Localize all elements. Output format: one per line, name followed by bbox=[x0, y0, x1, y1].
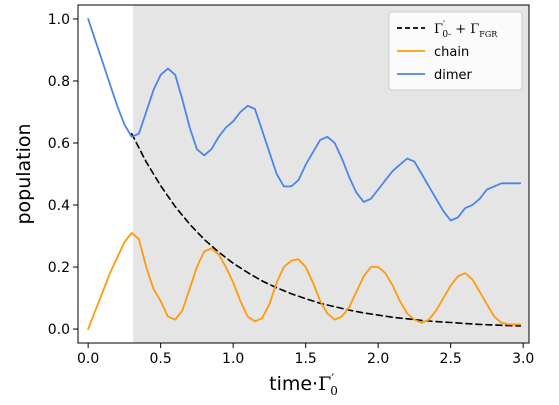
legend-label-dimer: dimer bbox=[434, 68, 473, 83]
legend-label-fit: Γ′ 0- + ΓFGR bbox=[434, 20, 498, 40]
series-fit-line bbox=[130, 132, 522, 327]
x-tick-label: 3.0 bbox=[512, 351, 534, 367]
x-axis-label-prefix: time· bbox=[269, 373, 318, 395]
legend: Γ′ 0- + ΓFGR chain dimer bbox=[388, 11, 523, 91]
legend-box bbox=[388, 11, 523, 91]
legend-fit-plus: + bbox=[451, 22, 470, 37]
x-tick-label: 2.0 bbox=[367, 351, 389, 367]
x-tick-label: 1.0 bbox=[222, 351, 244, 367]
x-axis-label-sub: 0 bbox=[330, 384, 338, 398]
y-tick-label: 1.0 bbox=[48, 12, 70, 28]
series-lines bbox=[87, 18, 522, 330]
x-axis-label: time·Γ′ 0 bbox=[269, 372, 338, 398]
y-tick-label: 0.4 bbox=[48, 198, 70, 214]
legend-label-chain: chain bbox=[434, 45, 469, 60]
y-tick-label: 0.8 bbox=[48, 74, 70, 90]
x-axis-label-prime: ′ bbox=[331, 372, 334, 387]
y-axis-ticks: 0.0 0.2 0.4 0.6 0.8 1.0 bbox=[48, 12, 78, 338]
legend-fit-gamma2: Γ bbox=[470, 22, 479, 37]
x-tick-label: 2.5 bbox=[440, 351, 462, 367]
plot-frame bbox=[77, 4, 530, 344]
legend-fit-sub2: FGR bbox=[479, 30, 498, 39]
series-dimer-line bbox=[87, 18, 522, 222]
legend-fit-gamma1: Γ bbox=[434, 22, 443, 37]
y-axis-label: population bbox=[13, 123, 35, 224]
legend-fit-sub1: 0- bbox=[442, 30, 451, 40]
x-axis-label-symbol: Γ bbox=[318, 373, 331, 395]
y-tick-label: 0.2 bbox=[48, 260, 70, 276]
x-tick-label: 0.0 bbox=[77, 351, 99, 367]
y-tick-label: 0.6 bbox=[48, 136, 70, 152]
series-chain-line bbox=[87, 232, 522, 330]
x-axis-ticks: 0.0 0.5 1.0 1.5 2.0 2.5 3.0 bbox=[77, 343, 534, 367]
legend-fit-prime: ′ bbox=[443, 20, 446, 31]
y-tick-label: 0.0 bbox=[48, 322, 70, 338]
x-tick-label: 1.5 bbox=[295, 351, 317, 367]
x-tick-label: 0.5 bbox=[150, 351, 172, 367]
